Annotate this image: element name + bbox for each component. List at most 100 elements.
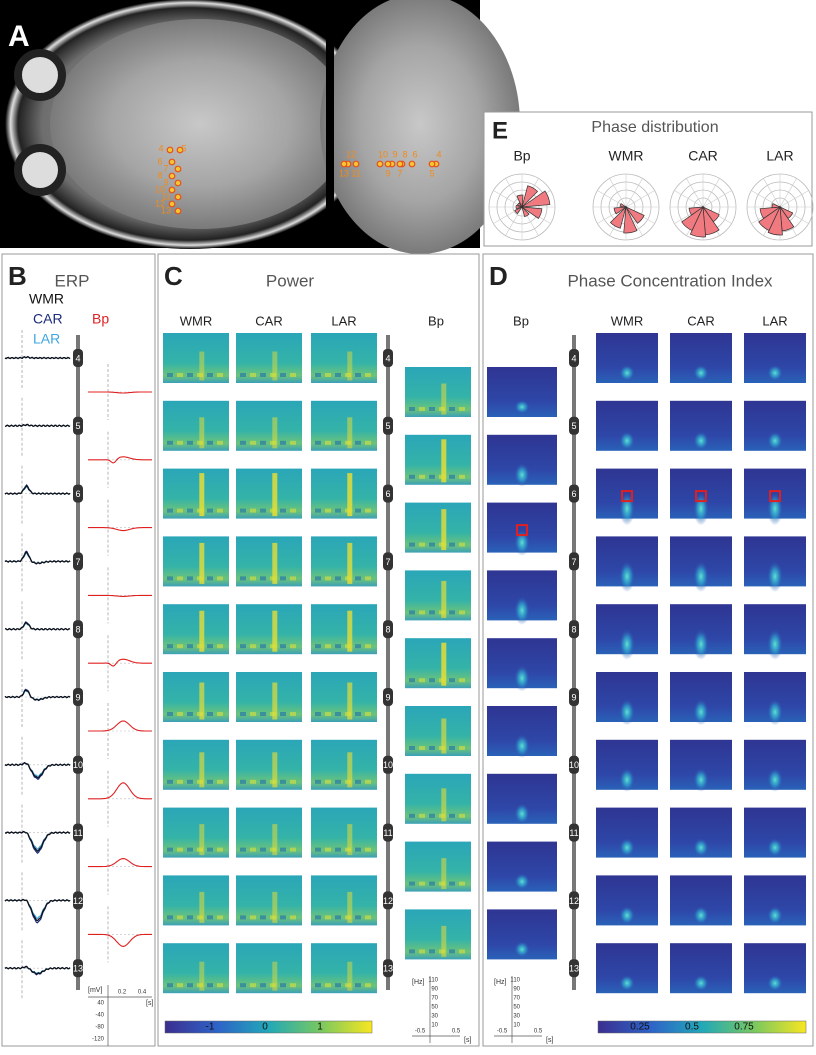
power-blob xyxy=(280,847,286,852)
electrode-label: 10 xyxy=(569,760,579,770)
power-blob xyxy=(429,678,435,683)
electrode-label: 4 xyxy=(436,149,441,159)
pci-spot xyxy=(619,364,635,382)
power-blob xyxy=(167,983,173,988)
power-blob xyxy=(290,508,296,513)
electrode-contact xyxy=(569,349,579,367)
panel-e xyxy=(483,111,813,247)
power-blob xyxy=(345,847,351,852)
rose-petal xyxy=(688,206,705,216)
column-label: LAR xyxy=(331,313,356,328)
power-stripe xyxy=(441,718,447,754)
power-blob xyxy=(449,407,455,411)
electrode-label: 10 xyxy=(73,760,83,770)
power-blob xyxy=(365,576,371,581)
power-stripe xyxy=(199,473,205,517)
axis-tick: -0.5 xyxy=(497,1029,508,1035)
power-blob xyxy=(409,407,415,411)
power-blob xyxy=(217,576,223,581)
power-stripe xyxy=(347,351,353,381)
rose-petal xyxy=(520,206,543,219)
power-blob xyxy=(270,576,276,581)
axis-tick: -120 xyxy=(92,1037,105,1043)
power-stripe xyxy=(347,824,353,856)
power-blob xyxy=(197,644,203,649)
power-blob xyxy=(365,983,371,988)
power-blob xyxy=(197,847,203,852)
rose-petal xyxy=(681,205,704,232)
power-stripe xyxy=(272,610,278,652)
power-blob xyxy=(409,813,415,818)
electrode-label: 6 xyxy=(385,489,390,499)
electrode-shaft xyxy=(76,335,80,990)
power-blob xyxy=(459,746,465,750)
electrode-contact xyxy=(569,416,579,435)
power-blob xyxy=(250,712,256,716)
electrode-label: 11 xyxy=(73,828,82,838)
power-blob xyxy=(290,779,296,784)
mri-separator xyxy=(326,0,334,248)
polar-spoke xyxy=(779,178,797,208)
pci-spot xyxy=(619,431,635,451)
power-blob xyxy=(439,678,445,683)
highlight-box xyxy=(516,524,528,537)
power-blob xyxy=(419,678,425,683)
electrode-label: 12 xyxy=(383,896,393,906)
power-blob xyxy=(280,373,286,377)
pci-spot xyxy=(619,974,635,992)
power-blob xyxy=(197,779,203,784)
power-blob xyxy=(240,915,246,920)
power-stripe xyxy=(199,682,205,720)
power-blob xyxy=(449,746,455,750)
power-blob xyxy=(240,508,246,513)
panel-label: D xyxy=(489,261,508,291)
power-stripe xyxy=(272,473,278,517)
pci-spot xyxy=(693,974,709,992)
power-blob xyxy=(365,644,371,649)
power-blob xyxy=(315,644,321,649)
power-blob xyxy=(439,610,445,615)
electrode-contact xyxy=(569,823,579,842)
power-blob xyxy=(459,881,465,886)
power-blob xyxy=(167,440,173,445)
power-blob xyxy=(345,508,351,513)
axis-unit: [mV] xyxy=(88,987,102,994)
erp-trace-bp xyxy=(88,720,152,732)
power-blob xyxy=(187,508,193,513)
power-blob xyxy=(280,983,286,988)
power-blob xyxy=(315,576,321,581)
pci-spot xyxy=(514,462,530,487)
power-blob xyxy=(409,949,415,954)
power-stripe xyxy=(441,858,447,890)
plot-label: LAR xyxy=(766,148,793,164)
electrode-contact xyxy=(383,484,393,503)
power-blob xyxy=(177,373,183,377)
pci-spot xyxy=(693,431,709,451)
power-stripe xyxy=(441,580,447,618)
power-blob xyxy=(419,949,425,954)
electrode-label: 13 xyxy=(339,168,349,178)
electrode-contact xyxy=(73,823,83,842)
polar-spoke xyxy=(625,190,655,208)
axis-tick: 0.4 xyxy=(138,990,147,996)
power-blob xyxy=(345,712,351,716)
electrode-contact xyxy=(73,959,83,978)
electrode xyxy=(168,200,176,208)
electrode-label: 11 xyxy=(569,828,578,838)
power-blob xyxy=(187,983,193,988)
power-blob xyxy=(250,644,256,649)
power-blob xyxy=(250,576,256,581)
power-blob xyxy=(207,576,213,581)
panel-label: B xyxy=(8,261,27,291)
power-blob xyxy=(429,881,435,886)
power-blob xyxy=(260,847,266,852)
electrode xyxy=(168,186,176,194)
power-blob xyxy=(459,813,465,818)
power-blob xyxy=(290,440,296,445)
power-blob xyxy=(280,915,286,920)
power-stripe xyxy=(199,961,205,991)
power-blob xyxy=(177,712,183,716)
pci-spot xyxy=(619,767,635,792)
power-blob xyxy=(355,440,361,445)
electrode xyxy=(176,146,184,154)
